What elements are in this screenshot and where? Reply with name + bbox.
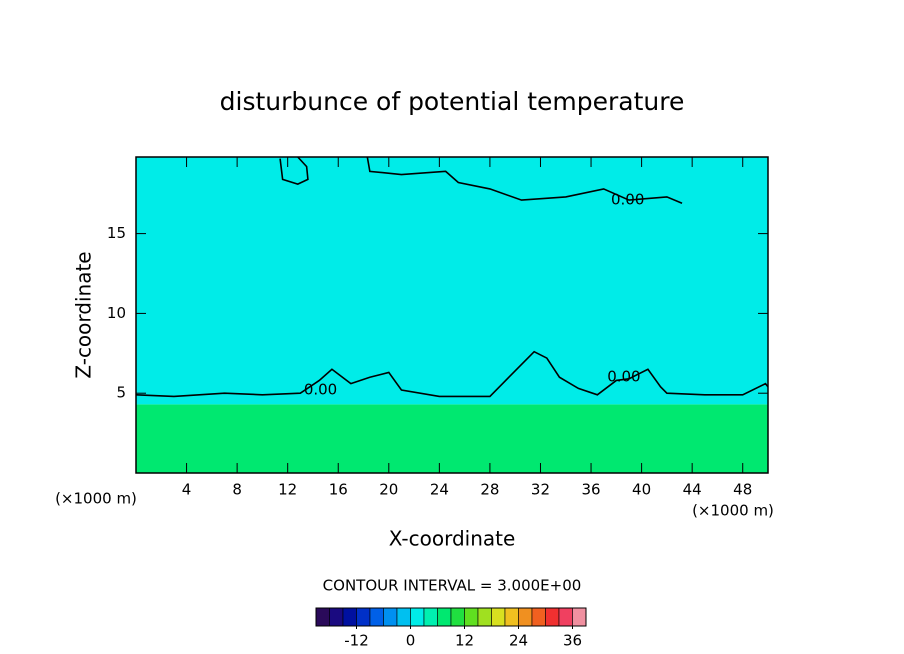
x-tick-label: 20 (379, 481, 398, 499)
contour-line (366, 156, 683, 205)
y-unit-label: (×1000 m) (55, 490, 137, 508)
colorbar-tick-label: -12 (344, 632, 369, 650)
contour-label: 0.00 (607, 368, 640, 386)
colorbar-cell (545, 607, 560, 627)
y-axis-label: Z-coordinate (72, 251, 96, 378)
contour-label: 0.00 (304, 381, 337, 399)
x-tick-label: 48 (733, 481, 752, 499)
colorbar-cell (329, 607, 344, 627)
colorbar-tick-label: 36 (563, 632, 582, 650)
colorbar-cell (558, 607, 573, 627)
x-unit-label: (×1000 m) (692, 502, 774, 520)
colorbar-cell (396, 607, 411, 627)
x-tick-label: 24 (430, 481, 449, 499)
colorbar-cell (450, 607, 465, 627)
x-tick-label: 32 (531, 481, 550, 499)
chart-title: disturbunce of potential temperature (220, 87, 685, 116)
x-tick-label: 12 (278, 481, 297, 499)
y-tick-label: 5 (116, 384, 126, 402)
x-tick-label: 40 (632, 481, 651, 499)
colorbar-cell (369, 607, 384, 627)
y-tick-label: 10 (107, 304, 126, 322)
contour-line (279, 156, 309, 185)
x-tick-label: 16 (329, 481, 348, 499)
colorbar-cell (477, 607, 492, 627)
colorbar-cell (531, 607, 546, 627)
contour-interval: CONTOUR INTERVAL = 3.000E+00 (323, 577, 582, 595)
colorbar-cell (491, 607, 506, 627)
x-tick-label: 28 (480, 481, 499, 499)
x-axis-label: X-coordinate (389, 527, 516, 551)
colorbar-tick-label: 24 (509, 632, 528, 650)
colorbar-cell (437, 607, 452, 627)
x-tick-label: 8 (232, 481, 242, 499)
colorbar-cell (315, 607, 330, 627)
colorbar-cell (383, 607, 398, 627)
colorbar-tick-label: 0 (406, 632, 416, 650)
filled-layer (136, 157, 768, 405)
filled-layer (136, 404, 768, 473)
colorbar-frame (315, 607, 587, 627)
colorbar-cell (518, 607, 533, 627)
colorbar-cell (356, 607, 371, 627)
plot-frame (135, 156, 769, 474)
contour-line (135, 350, 769, 398)
colorbar-cell (410, 607, 425, 627)
colorbar-cell (342, 607, 357, 627)
y-tick-label: 15 (107, 224, 126, 242)
x-tick-label: 4 (182, 481, 192, 499)
colorbar-cell (464, 607, 479, 627)
colorbar-tick-label: 12 (455, 632, 474, 650)
colorbar-cell (504, 607, 519, 627)
colorbar-cell (423, 607, 438, 627)
contour-label: 0.00 (611, 191, 644, 209)
colorbar-cell (572, 607, 587, 627)
x-tick-label: 44 (683, 481, 702, 499)
x-tick-label: 36 (581, 481, 600, 499)
